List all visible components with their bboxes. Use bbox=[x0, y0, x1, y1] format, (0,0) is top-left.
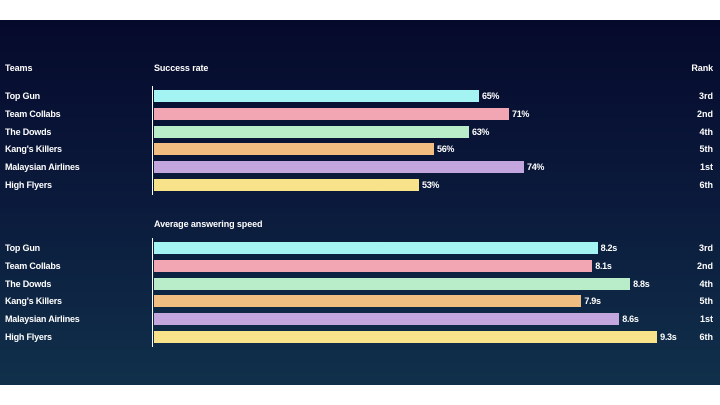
value-label: 7.9s bbox=[584, 296, 601, 307]
team-label: The Dowds bbox=[5, 278, 52, 289]
rank-label: 6th bbox=[699, 332, 714, 342]
chart-1-axis-line bbox=[152, 86, 153, 195]
rank-label: 2nd bbox=[696, 108, 713, 119]
team-label: High Flyers bbox=[5, 180, 52, 190]
team-label: Kang's Killers bbox=[5, 144, 62, 155]
value-label: 63% bbox=[472, 126, 490, 137]
rank-label: 4th bbox=[699, 126, 714, 137]
bar bbox=[154, 161, 524, 174]
bar bbox=[154, 107, 509, 120]
bar bbox=[154, 313, 620, 326]
rank-label: 4th bbox=[699, 278, 714, 289]
value-label: 8.1s bbox=[595, 260, 612, 271]
chart-2-axis-line bbox=[152, 238, 153, 347]
rank-label: 3rd bbox=[698, 243, 713, 253]
rank-label: 1st bbox=[699, 162, 713, 173]
value-label: 53% bbox=[422, 180, 440, 190]
bar bbox=[154, 242, 598, 254]
team-label: Top Gun bbox=[5, 243, 40, 253]
rank-label: 1st bbox=[699, 314, 713, 325]
bar bbox=[154, 143, 434, 156]
rank-label: 3rd bbox=[698, 91, 713, 101]
team-label: Top Gun bbox=[5, 91, 40, 101]
bar bbox=[154, 277, 631, 290]
answer-speed-title: Average answering speed bbox=[154, 219, 263, 229]
value-label: 8.6s bbox=[622, 314, 639, 325]
rank-label: 5th bbox=[699, 296, 714, 307]
team-label: Malaysian Airlines bbox=[5, 162, 80, 173]
value-label: 74% bbox=[527, 162, 545, 173]
team-label: The Dowds bbox=[5, 126, 52, 137]
rank-label: 6th bbox=[699, 180, 714, 190]
value-label: 9.3s bbox=[660, 332, 677, 342]
value-label: 71% bbox=[512, 108, 530, 119]
bar bbox=[154, 259, 593, 272]
team-label: Kang's Killers bbox=[5, 296, 62, 307]
team-label: Team Collabs bbox=[5, 260, 61, 271]
rank-label: 5th bbox=[699, 144, 714, 155]
team-label: High Flyers bbox=[5, 332, 52, 342]
success-rate-title: Success rate bbox=[154, 63, 209, 73]
team-label: Malaysian Airlines bbox=[5, 314, 80, 325]
value-label: 56% bbox=[437, 144, 455, 155]
value-label: 8.8s bbox=[633, 278, 650, 289]
bar bbox=[154, 125, 469, 138]
teams-header: Teams bbox=[5, 63, 33, 73]
value-label: 65% bbox=[482, 91, 500, 101]
bar bbox=[154, 295, 582, 308]
bar bbox=[154, 331, 658, 343]
bar bbox=[154, 90, 479, 102]
rank-header: Rank bbox=[691, 63, 713, 73]
bar bbox=[154, 179, 419, 191]
rank-label: 2nd bbox=[696, 260, 713, 271]
team-label: Team Collabs bbox=[5, 108, 61, 119]
value-label: 8.2s bbox=[600, 243, 618, 253]
